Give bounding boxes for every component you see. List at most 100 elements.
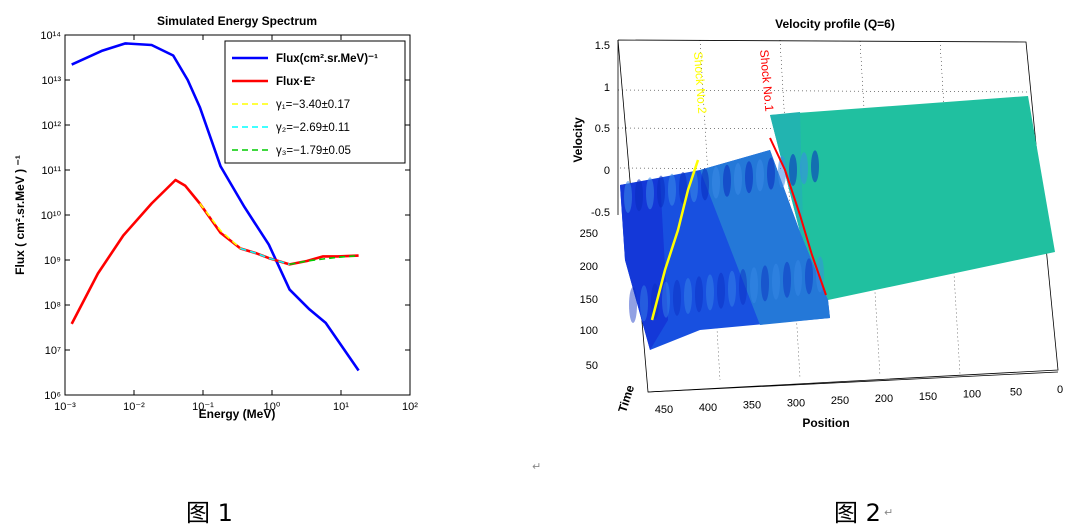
surface-ripple (657, 175, 665, 208)
x-tick-label: 10² (402, 401, 418, 413)
surface-ripple (772, 263, 780, 300)
z-tick-label: 0 (604, 165, 610, 177)
x-tick-label: 100 (963, 389, 981, 401)
chart-title: Simulated Energy Spectrum (157, 14, 317, 28)
surface-ripple (629, 287, 637, 323)
legend-label: Flux(cm².sr.MeV)⁻¹ (276, 53, 378, 65)
energy-spectrum-chart: Simulated Energy Spectrum 10⁻³ 10⁻² 10⁻¹ 10… (13, 14, 418, 421)
surface-ripple (739, 269, 747, 305)
surface-plateau (770, 96, 1055, 300)
x-tick-label: 350 (743, 400, 761, 412)
surface-ripple (640, 285, 648, 322)
y-tick-label: 10¹² (41, 120, 61, 132)
surface-ripple (717, 272, 725, 309)
surface-ripple (794, 260, 802, 296)
figure-1-caption: 图 1 (186, 499, 233, 527)
surface-ripple (684, 278, 692, 314)
x-tick-labels: 10⁻³ 10⁻² 10⁻¹ 10⁰ 10¹ 10² (54, 35, 418, 413)
surface-ripple (668, 173, 676, 206)
paragraph-mark: ↵ (532, 460, 542, 473)
z-axis-label: Velocity (571, 117, 585, 163)
y-tick-label: 10¹³ (41, 75, 61, 87)
x-tick-label: 10⁻² (123, 401, 145, 413)
y-tick-label: 150 (580, 294, 598, 306)
paragraph-mark: ↵ (884, 506, 894, 519)
x-axis-label: Position (802, 416, 849, 430)
y-tick-label: 10⁸ (44, 300, 61, 312)
shock-2-front (650, 159, 700, 321)
y-tick-labels: 10⁶ 10⁷ 10⁸ 10⁹ 10¹⁰ 10¹¹ 10¹² 10¹³ 10¹⁴ (40, 30, 410, 402)
x-tick-label: 0 (1057, 384, 1063, 396)
velocity-profile-chart: Velocity profile (Q=6) (571, 17, 1063, 430)
y-tick-label: 250 (580, 228, 598, 240)
figure-2-caption: 图 2 (834, 499, 881, 527)
shock-1-label: Shock No.1 (757, 49, 776, 112)
surface-ripple (695, 276, 703, 313)
x-tick-label: 150 (919, 391, 937, 403)
x-axis-label: Energy (MeV) (199, 407, 276, 421)
surface-ripple (734, 163, 742, 195)
surface-ripple (635, 179, 643, 212)
y-tick-label: 10¹¹ (41, 165, 61, 177)
legend-label: γ₃=−1.79±0.05 (276, 145, 351, 157)
shock-2-label: Shock No.2 (691, 51, 709, 114)
x-tick-label: 400 (699, 402, 717, 414)
series-line-5 (289, 254, 359, 266)
surface-ripple (728, 270, 736, 307)
legend-label: Flux·E² (276, 76, 315, 88)
y-tick-label: 10⁹ (44, 255, 61, 267)
surface-ripple (651, 283, 659, 320)
y-tick-label: 200 (580, 261, 598, 273)
surface-ripple (756, 159, 764, 192)
surface-ripple (662, 281, 670, 318)
x-tick-labels: 450 400 350 300 250 200 150 100 50 0 (655, 384, 1063, 416)
z-tick-labels: -0.5 0 0.5 1 1.5 (591, 40, 610, 219)
surface-ripple (789, 154, 797, 186)
y-tick-label: 10⁷ (45, 345, 61, 357)
x-tick-label: 300 (787, 397, 805, 409)
x-tick-label: 50 (1010, 386, 1022, 398)
z-tick-label: -0.5 (591, 207, 610, 219)
surface-ripple (673, 279, 681, 316)
y-axis-label: Flux ( cm².sr.MeV ) ⁻¹ (13, 155, 27, 275)
surface-ripple (646, 177, 654, 210)
x-tick-label: 10⁻¹ (192, 401, 214, 413)
surface-ripple (723, 164, 731, 197)
surface-ripple (750, 267, 758, 304)
y-tick-label: 50 (586, 360, 598, 372)
x-tick-label: 10⁰ (264, 401, 281, 413)
chart-title: Velocity profile (Q=6) (775, 17, 895, 31)
y-tick-label: 10¹⁰ (41, 210, 62, 222)
x-tick-label: 450 (655, 404, 673, 416)
surface-ripple (811, 150, 819, 183)
x-tick-label: 200 (875, 393, 893, 405)
series-lines (70, 42, 360, 372)
x-tick-label: 10⁻³ (54, 401, 76, 413)
surface-ripple (701, 168, 709, 201)
surface-ripple (800, 152, 808, 185)
surface-ripple (624, 181, 632, 213)
surface-ripple (805, 258, 813, 295)
series-line-2 (70, 178, 359, 325)
y-tick-label: 10¹⁴ (40, 30, 61, 42)
z-tick-label: 0.5 (595, 123, 610, 135)
x-tick-label: 250 (831, 395, 849, 407)
surface-ripple (712, 166, 720, 199)
y-tick-label: 10⁶ (44, 390, 61, 402)
surface-ripple (767, 157, 775, 190)
series-line-1 (71, 42, 360, 372)
z-tick-label: 1.5 (595, 40, 610, 52)
surface-ripple (783, 261, 791, 298)
legend: Flux(cm².sr.MeV)⁻¹ Flux·E² γ₁=−3.40±0.17 γ₂… (224, 40, 406, 164)
surface-ripple (679, 172, 687, 204)
surface-ripple (761, 265, 769, 302)
legend-label: γ₁=−3.40±0.17 (276, 99, 350, 111)
legend-box (224, 40, 406, 164)
surface-ripple (745, 161, 753, 194)
z-tick-label: 1 (604, 82, 610, 94)
legend-label: γ₂=−2.69±0.11 (276, 122, 350, 134)
y-axis-label: Time (615, 383, 637, 414)
y-tick-labels: 50 100 150 200 250 (580, 228, 598, 372)
x-tick-label: 10¹ (333, 401, 349, 413)
